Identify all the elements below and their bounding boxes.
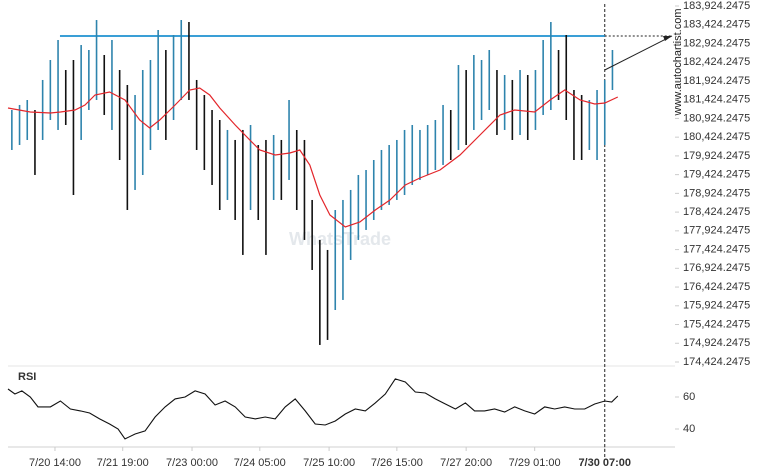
y-tick-label: 180,424.2475 [683,131,750,143]
y-tick-label: 182,424.2475 [683,56,750,68]
x-tick-label: 7/24 05:00 [234,457,286,469]
y-tick-label: 182,924.2475 [683,37,750,49]
x-tick-label: 7/20 14:00 [29,457,81,469]
y-tick-label: 177,424.2475 [683,243,750,255]
y-tick-label: 175,424.2475 [683,318,750,330]
y-tick-label: 174,924.2475 [683,337,750,349]
y-tick-label: 178,424.2475 [683,206,750,218]
y-tick-label: 183,924.2475 [683,0,750,12]
x-tick-label: 7/30 07:00 [578,457,631,469]
x-tick-label: 7/27 20:00 [440,457,492,469]
x-tick-label: 7/26 15:00 [371,457,423,469]
arrow-head [663,35,672,41]
x-tick-label: 7/25 10:00 [303,457,355,469]
y-tick-label: 181,924.2475 [683,75,750,87]
x-tick-label: 7/21 19:00 [97,457,149,469]
y-tick-label: 183,424.2475 [683,19,750,31]
rsi-tick-label: 40 [683,423,695,435]
watermark: WhatsTrade [289,229,391,249]
x-tick-label: 7/29 01:00 [509,457,561,469]
x-tick-label: 7/23 00:00 [166,457,218,469]
projection-arrow [604,35,673,71]
y-tick-label: 179,424.2475 [683,169,750,181]
y-tick-label: 174,424.2475 [683,356,750,368]
y-tick-label: 175,924.2475 [683,300,750,312]
rsi-title: RSI [18,371,36,383]
moving-average [7,87,619,228]
y-tick-label: 179,924.2475 [683,150,750,162]
y-tick-label: 181,424.2475 [683,94,750,106]
y-tick-label: 178,924.2475 [683,187,750,199]
rsi-line [7,378,619,440]
y-tick-label: 176,924.2475 [683,262,750,274]
y-tick-label: 177,924.2475 [683,225,750,237]
rsi-tick-label: 60 [683,391,695,403]
y-tick-label: 176,424.2475 [683,281,750,293]
y-tick-label: 180,924.2475 [683,112,750,124]
